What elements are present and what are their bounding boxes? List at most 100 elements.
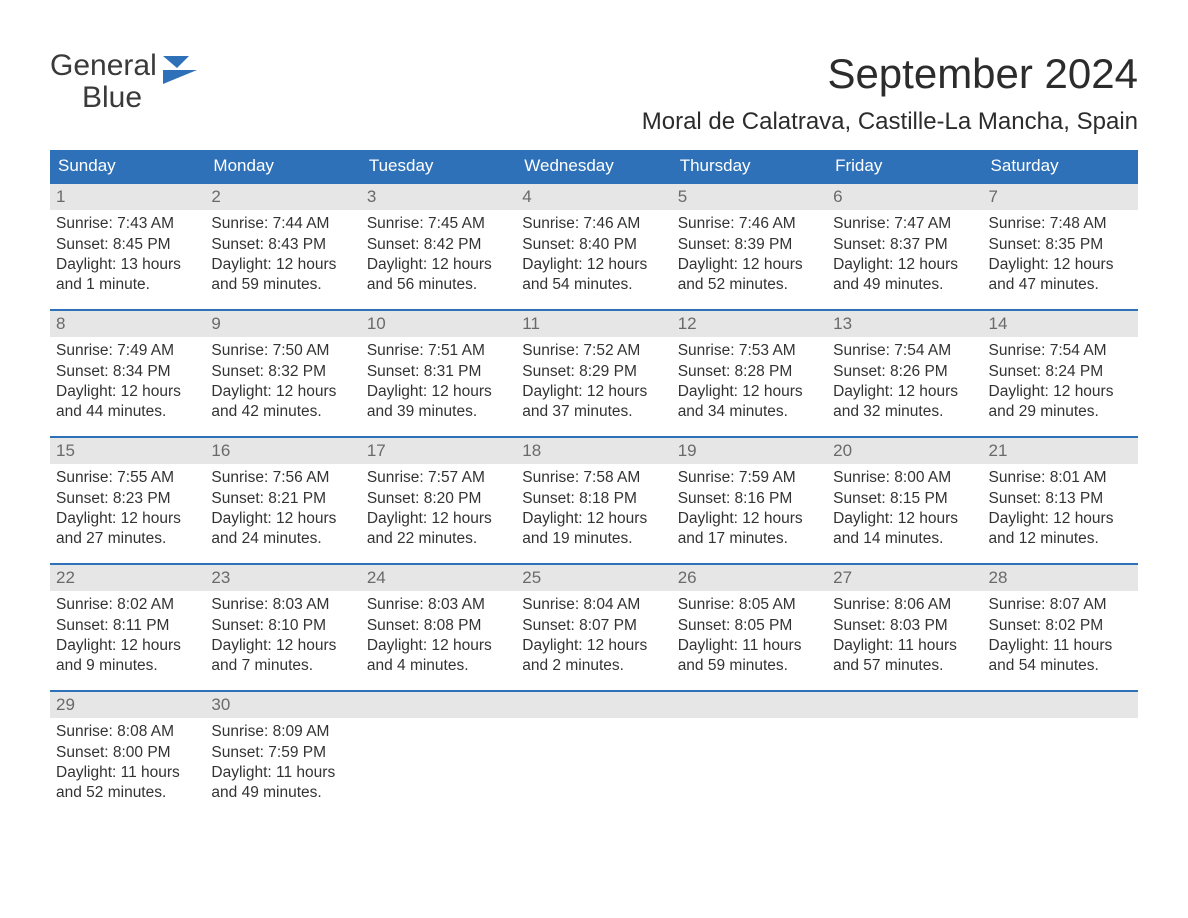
day-cell: 20Sunrise: 8:00 AMSunset: 8:15 PMDayligh… bbox=[827, 438, 982, 563]
daylight-line1: Daylight: 12 hours bbox=[211, 255, 354, 275]
sunset-text: Sunset: 8:23 PM bbox=[56, 489, 199, 509]
day-number: 10 bbox=[361, 311, 516, 337]
day-number: 14 bbox=[983, 311, 1138, 337]
sunset-text: Sunset: 8:42 PM bbox=[367, 235, 510, 255]
daylight-line1: Daylight: 12 hours bbox=[367, 382, 510, 402]
day-cell: 23Sunrise: 8:03 AMSunset: 8:10 PMDayligh… bbox=[205, 565, 360, 690]
daylight-line2: and 49 minutes. bbox=[211, 783, 354, 803]
day-cell: 2Sunrise: 7:44 AMSunset: 8:43 PMDaylight… bbox=[205, 184, 360, 309]
dow-cell: Friday bbox=[827, 150, 982, 182]
day-number: 8 bbox=[50, 311, 205, 337]
daylight-line2: and 57 minutes. bbox=[833, 656, 976, 676]
sunrise-text: Sunrise: 7:51 AM bbox=[367, 341, 510, 361]
daylight-line2: and 29 minutes. bbox=[989, 402, 1132, 422]
daylight-line1: Daylight: 12 hours bbox=[367, 255, 510, 275]
sunset-text: Sunset: 8:32 PM bbox=[211, 362, 354, 382]
day-body: Sunrise: 8:05 AMSunset: 8:05 PMDaylight:… bbox=[672, 591, 827, 677]
daylight-line2: and 39 minutes. bbox=[367, 402, 510, 422]
title-block: September 2024 Moral de Calatrava, Casti… bbox=[642, 50, 1138, 144]
sunrise-text: Sunrise: 7:56 AM bbox=[211, 468, 354, 488]
sunset-text: Sunset: 8:37 PM bbox=[833, 235, 976, 255]
sunset-text: Sunset: 8:03 PM bbox=[833, 616, 976, 636]
day-number: 22 bbox=[50, 565, 205, 591]
day-number: 27 bbox=[827, 565, 982, 591]
sunrise-text: Sunrise: 7:55 AM bbox=[56, 468, 199, 488]
sunrise-text: Sunrise: 8:01 AM bbox=[989, 468, 1132, 488]
day-number: 30 bbox=[205, 692, 360, 718]
daylight-line1: Daylight: 13 hours bbox=[56, 255, 199, 275]
day-body: Sunrise: 8:07 AMSunset: 8:02 PMDaylight:… bbox=[983, 591, 1138, 677]
day-cell: 22Sunrise: 8:02 AMSunset: 8:11 PMDayligh… bbox=[50, 565, 205, 690]
daylight-line2: and 12 minutes. bbox=[989, 529, 1132, 549]
daylight-line1: Daylight: 12 hours bbox=[678, 255, 821, 275]
day-number bbox=[516, 692, 671, 718]
day-body: Sunrise: 8:01 AMSunset: 8:13 PMDaylight:… bbox=[983, 464, 1138, 550]
daylight-line2: and 7 minutes. bbox=[211, 656, 354, 676]
week-row: 29Sunrise: 8:08 AMSunset: 8:00 PMDayligh… bbox=[50, 690, 1138, 817]
day-cell: 9Sunrise: 7:50 AMSunset: 8:32 PMDaylight… bbox=[205, 311, 360, 436]
page-title: September 2024 bbox=[642, 50, 1138, 98]
day-number: 19 bbox=[672, 438, 827, 464]
day-cell: 7Sunrise: 7:48 AMSunset: 8:35 PMDaylight… bbox=[983, 184, 1138, 309]
sunrise-text: Sunrise: 7:46 AM bbox=[522, 214, 665, 234]
day-body: Sunrise: 7:55 AMSunset: 8:23 PMDaylight:… bbox=[50, 464, 205, 550]
sunset-text: Sunset: 8:20 PM bbox=[367, 489, 510, 509]
daylight-line2: and 24 minutes. bbox=[211, 529, 354, 549]
sunset-text: Sunset: 8:05 PM bbox=[678, 616, 821, 636]
daylight-line1: Daylight: 12 hours bbox=[989, 509, 1132, 529]
day-cell bbox=[827, 692, 982, 817]
day-cell bbox=[983, 692, 1138, 817]
day-body: Sunrise: 8:08 AMSunset: 8:00 PMDaylight:… bbox=[50, 718, 205, 804]
day-cell: 15Sunrise: 7:55 AMSunset: 8:23 PMDayligh… bbox=[50, 438, 205, 563]
dow-cell: Sunday bbox=[50, 150, 205, 182]
daylight-line1: Daylight: 12 hours bbox=[678, 509, 821, 529]
sunrise-text: Sunrise: 7:54 AM bbox=[989, 341, 1132, 361]
daylight-line2: and 52 minutes. bbox=[678, 275, 821, 295]
day-body: Sunrise: 8:06 AMSunset: 8:03 PMDaylight:… bbox=[827, 591, 982, 677]
daylight-line2: and 54 minutes. bbox=[989, 656, 1132, 676]
day-body: Sunrise: 8:02 AMSunset: 8:11 PMDaylight:… bbox=[50, 591, 205, 677]
day-cell bbox=[672, 692, 827, 817]
sunset-text: Sunset: 8:16 PM bbox=[678, 489, 821, 509]
daylight-line2: and 17 minutes. bbox=[678, 529, 821, 549]
daylight-line2: and 9 minutes. bbox=[56, 656, 199, 676]
day-cell: 16Sunrise: 7:56 AMSunset: 8:21 PMDayligh… bbox=[205, 438, 360, 563]
sunrise-text: Sunrise: 7:45 AM bbox=[367, 214, 510, 234]
day-body: Sunrise: 8:00 AMSunset: 8:15 PMDaylight:… bbox=[827, 464, 982, 550]
daylight-line2: and 44 minutes. bbox=[56, 402, 199, 422]
daylight-line1: Daylight: 12 hours bbox=[367, 509, 510, 529]
brand-text: General Blue bbox=[50, 50, 157, 113]
sunset-text: Sunset: 8:31 PM bbox=[367, 362, 510, 382]
dow-cell: Monday bbox=[205, 150, 360, 182]
sunset-text: Sunset: 8:45 PM bbox=[56, 235, 199, 255]
daylight-line1: Daylight: 11 hours bbox=[678, 636, 821, 656]
day-cell: 21Sunrise: 8:01 AMSunset: 8:13 PMDayligh… bbox=[983, 438, 1138, 563]
day-number: 21 bbox=[983, 438, 1138, 464]
day-body: Sunrise: 7:45 AMSunset: 8:42 PMDaylight:… bbox=[361, 210, 516, 296]
week-row: 15Sunrise: 7:55 AMSunset: 8:23 PMDayligh… bbox=[50, 436, 1138, 563]
sunrise-text: Sunrise: 7:54 AM bbox=[833, 341, 976, 361]
day-number: 25 bbox=[516, 565, 671, 591]
daylight-line1: Daylight: 12 hours bbox=[56, 509, 199, 529]
day-number: 5 bbox=[672, 184, 827, 210]
day-cell: 27Sunrise: 8:06 AMSunset: 8:03 PMDayligh… bbox=[827, 565, 982, 690]
day-cell: 29Sunrise: 8:08 AMSunset: 8:00 PMDayligh… bbox=[50, 692, 205, 817]
daylight-line1: Daylight: 12 hours bbox=[833, 509, 976, 529]
sunrise-text: Sunrise: 8:02 AM bbox=[56, 595, 199, 615]
day-body: Sunrise: 7:47 AMSunset: 8:37 PMDaylight:… bbox=[827, 210, 982, 296]
daylight-line2: and 49 minutes. bbox=[833, 275, 976, 295]
daylight-line1: Daylight: 12 hours bbox=[678, 382, 821, 402]
daylight-line1: Daylight: 12 hours bbox=[211, 382, 354, 402]
day-number: 12 bbox=[672, 311, 827, 337]
day-number bbox=[361, 692, 516, 718]
sunrise-text: Sunrise: 7:47 AM bbox=[833, 214, 976, 234]
day-cell: 5Sunrise: 7:46 AMSunset: 8:39 PMDaylight… bbox=[672, 184, 827, 309]
sunrise-text: Sunrise: 8:07 AM bbox=[989, 595, 1132, 615]
daylight-line2: and 4 minutes. bbox=[367, 656, 510, 676]
daylight-line1: Daylight: 11 hours bbox=[56, 763, 199, 783]
day-number bbox=[672, 692, 827, 718]
daylight-line2: and 56 minutes. bbox=[367, 275, 510, 295]
day-number: 20 bbox=[827, 438, 982, 464]
day-number: 15 bbox=[50, 438, 205, 464]
sunset-text: Sunset: 8:18 PM bbox=[522, 489, 665, 509]
